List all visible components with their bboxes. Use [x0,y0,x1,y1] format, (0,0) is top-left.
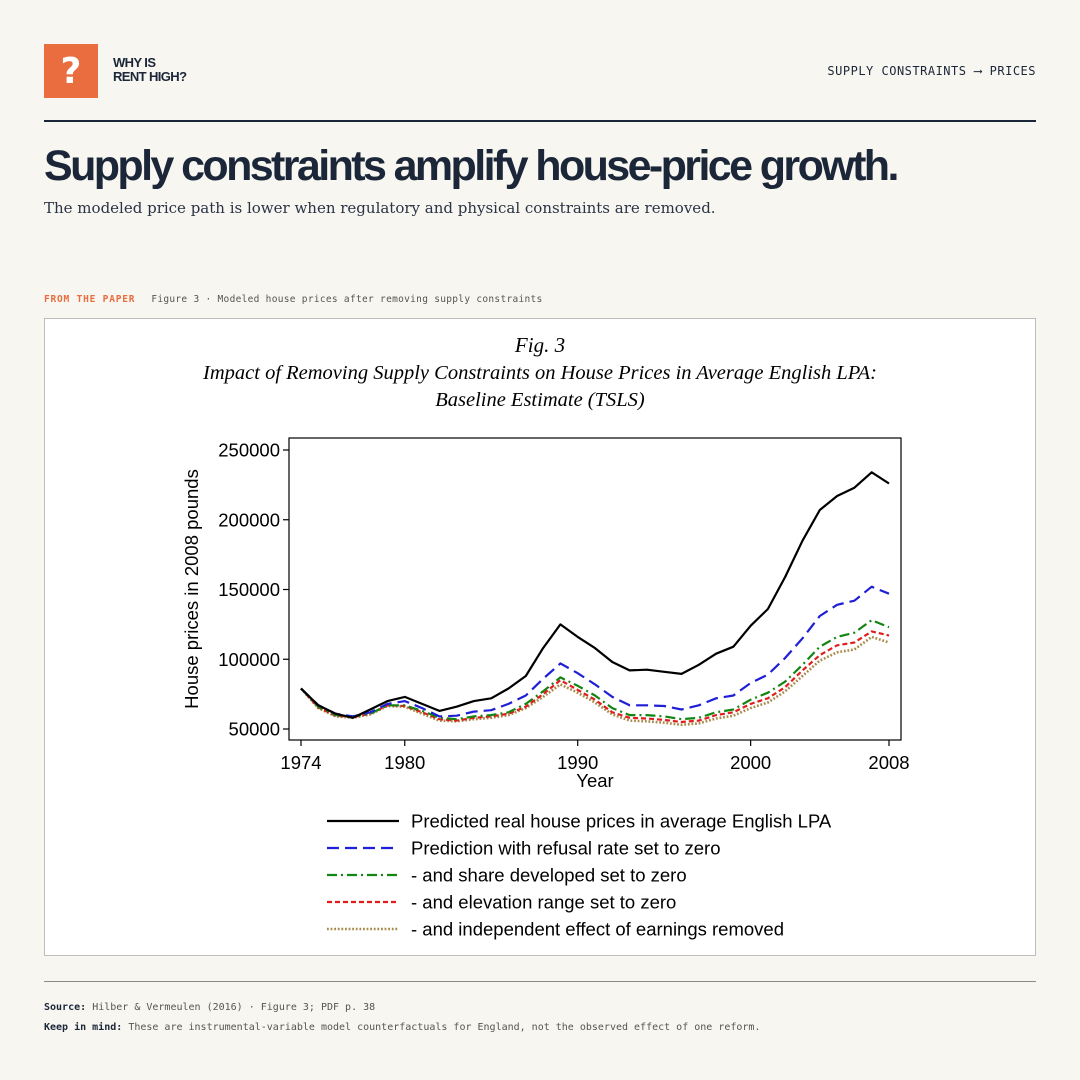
logo-icon: ? [44,44,98,98]
legend-label: - and independent effect of earnings rem… [411,919,784,940]
y-tick-label: 200000 [218,509,280,530]
figure-panel: Fig. 3 Impact of Removing Supply Constrai… [44,318,1036,956]
figure-caption: FROM THE PAPER Figure 3 · Modeled house … [44,294,543,305]
y-tick-label: 250000 [218,440,280,461]
x-tick-label: 1990 [557,752,598,773]
caveat-note: Keep in mind: These are instrumental-var… [44,1022,760,1033]
chart-title-line: Baseline Estimate (TSLS) [435,389,645,411]
series-line [300,619,890,721]
chart-title-line: Fig. 3 [514,333,565,357]
series-line [300,585,890,718]
page-subtitle: The modeled price path is lower when reg… [44,199,716,217]
header-divider [44,120,1036,122]
x-tick-label: 2000 [730,752,771,773]
source-label: Source: [44,1002,87,1013]
legend-label: - and share developed set to zero [411,865,687,886]
x-tick-label: 1980 [384,752,425,773]
legend-label: Prediction with refusal rate set to zero [411,838,721,859]
source-text: Hilber & Vermeulen (2016) · Figure 3; PD… [92,1002,376,1013]
source-note: Source: Hilber & Vermeulen (2016) · Figu… [44,1002,375,1013]
y-axis-label: House prices in 2008 pounds [181,469,202,709]
legend-label: - and elevation range set to zero [411,892,676,913]
figure-caption-kicker: FROM THE PAPER [44,294,136,305]
topic-tag: SUPPLY CONSTRAINTS ⟶ PRICES [827,64,1036,78]
series-line [300,471,890,719]
page-title: Supply constraints amplify house-price g… [44,142,899,190]
footer-divider [44,981,1036,982]
legend-label: Predicted real house prices in average E… [411,811,832,832]
x-tick-label: 1974 [280,752,321,773]
y-tick-label: 100000 [218,649,280,670]
y-tick-label: 50000 [229,719,280,740]
chart-title-line: Impact of Removing Supply Constraints on… [202,362,877,384]
caveat-text: These are instrumental-variable model co… [128,1022,761,1033]
series-line [300,635,890,727]
figure-caption-text: Figure 3 · Modeled house prices after re… [151,294,543,305]
y-tick-label: 150000 [218,579,280,600]
x-axis-label: Year [576,770,613,791]
line-chart: Fig. 3 Impact of Removing Supply Constrai… [181,333,910,940]
x-tick-label: 2008 [868,752,909,773]
series-line [300,630,890,724]
caveat-label: Keep in mind: [44,1022,123,1033]
logo-wordmark: WHY IS RENT HIGH? [113,55,187,84]
